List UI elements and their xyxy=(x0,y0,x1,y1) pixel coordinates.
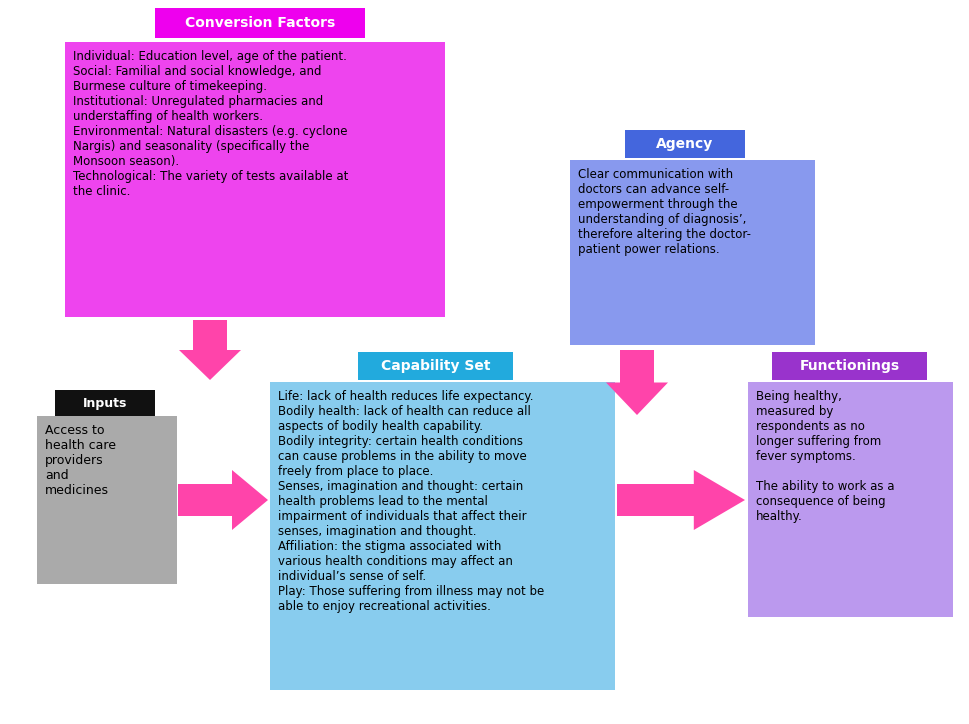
FancyBboxPatch shape xyxy=(65,42,445,317)
Polygon shape xyxy=(606,350,668,415)
Text: Being healthy,
measured by
respondents as no
longer suffering from
fever symptom: Being healthy, measured by respondents a… xyxy=(755,390,893,523)
Polygon shape xyxy=(179,320,240,380)
Polygon shape xyxy=(178,470,267,530)
Text: Life: lack of health reduces life expectancy.
Bodily health: lack of health can : Life: lack of health reduces life expect… xyxy=(278,390,544,613)
FancyBboxPatch shape xyxy=(358,352,513,380)
FancyBboxPatch shape xyxy=(747,382,952,617)
FancyBboxPatch shape xyxy=(570,160,814,345)
FancyBboxPatch shape xyxy=(624,130,744,158)
FancyBboxPatch shape xyxy=(155,8,364,38)
Text: Conversion Factors: Conversion Factors xyxy=(185,16,334,30)
Text: Clear communication with
doctors can advance self-
empowerment through the
under: Clear communication with doctors can adv… xyxy=(578,168,750,256)
FancyBboxPatch shape xyxy=(269,382,614,690)
Text: Functionings: Functionings xyxy=(798,359,898,373)
Text: Agency: Agency xyxy=(656,137,713,151)
Text: Access to
health care
providers
and
medicines: Access to health care providers and medi… xyxy=(45,424,116,497)
FancyBboxPatch shape xyxy=(771,352,926,380)
Text: Inputs: Inputs xyxy=(82,397,127,410)
Text: Individual: Education level, age of the patient.
Social: Familial and social kno: Individual: Education level, age of the … xyxy=(73,50,348,198)
Text: Capability Set: Capability Set xyxy=(381,359,489,373)
Polygon shape xyxy=(616,470,744,530)
FancyBboxPatch shape xyxy=(37,416,176,584)
FancyBboxPatch shape xyxy=(55,390,155,416)
